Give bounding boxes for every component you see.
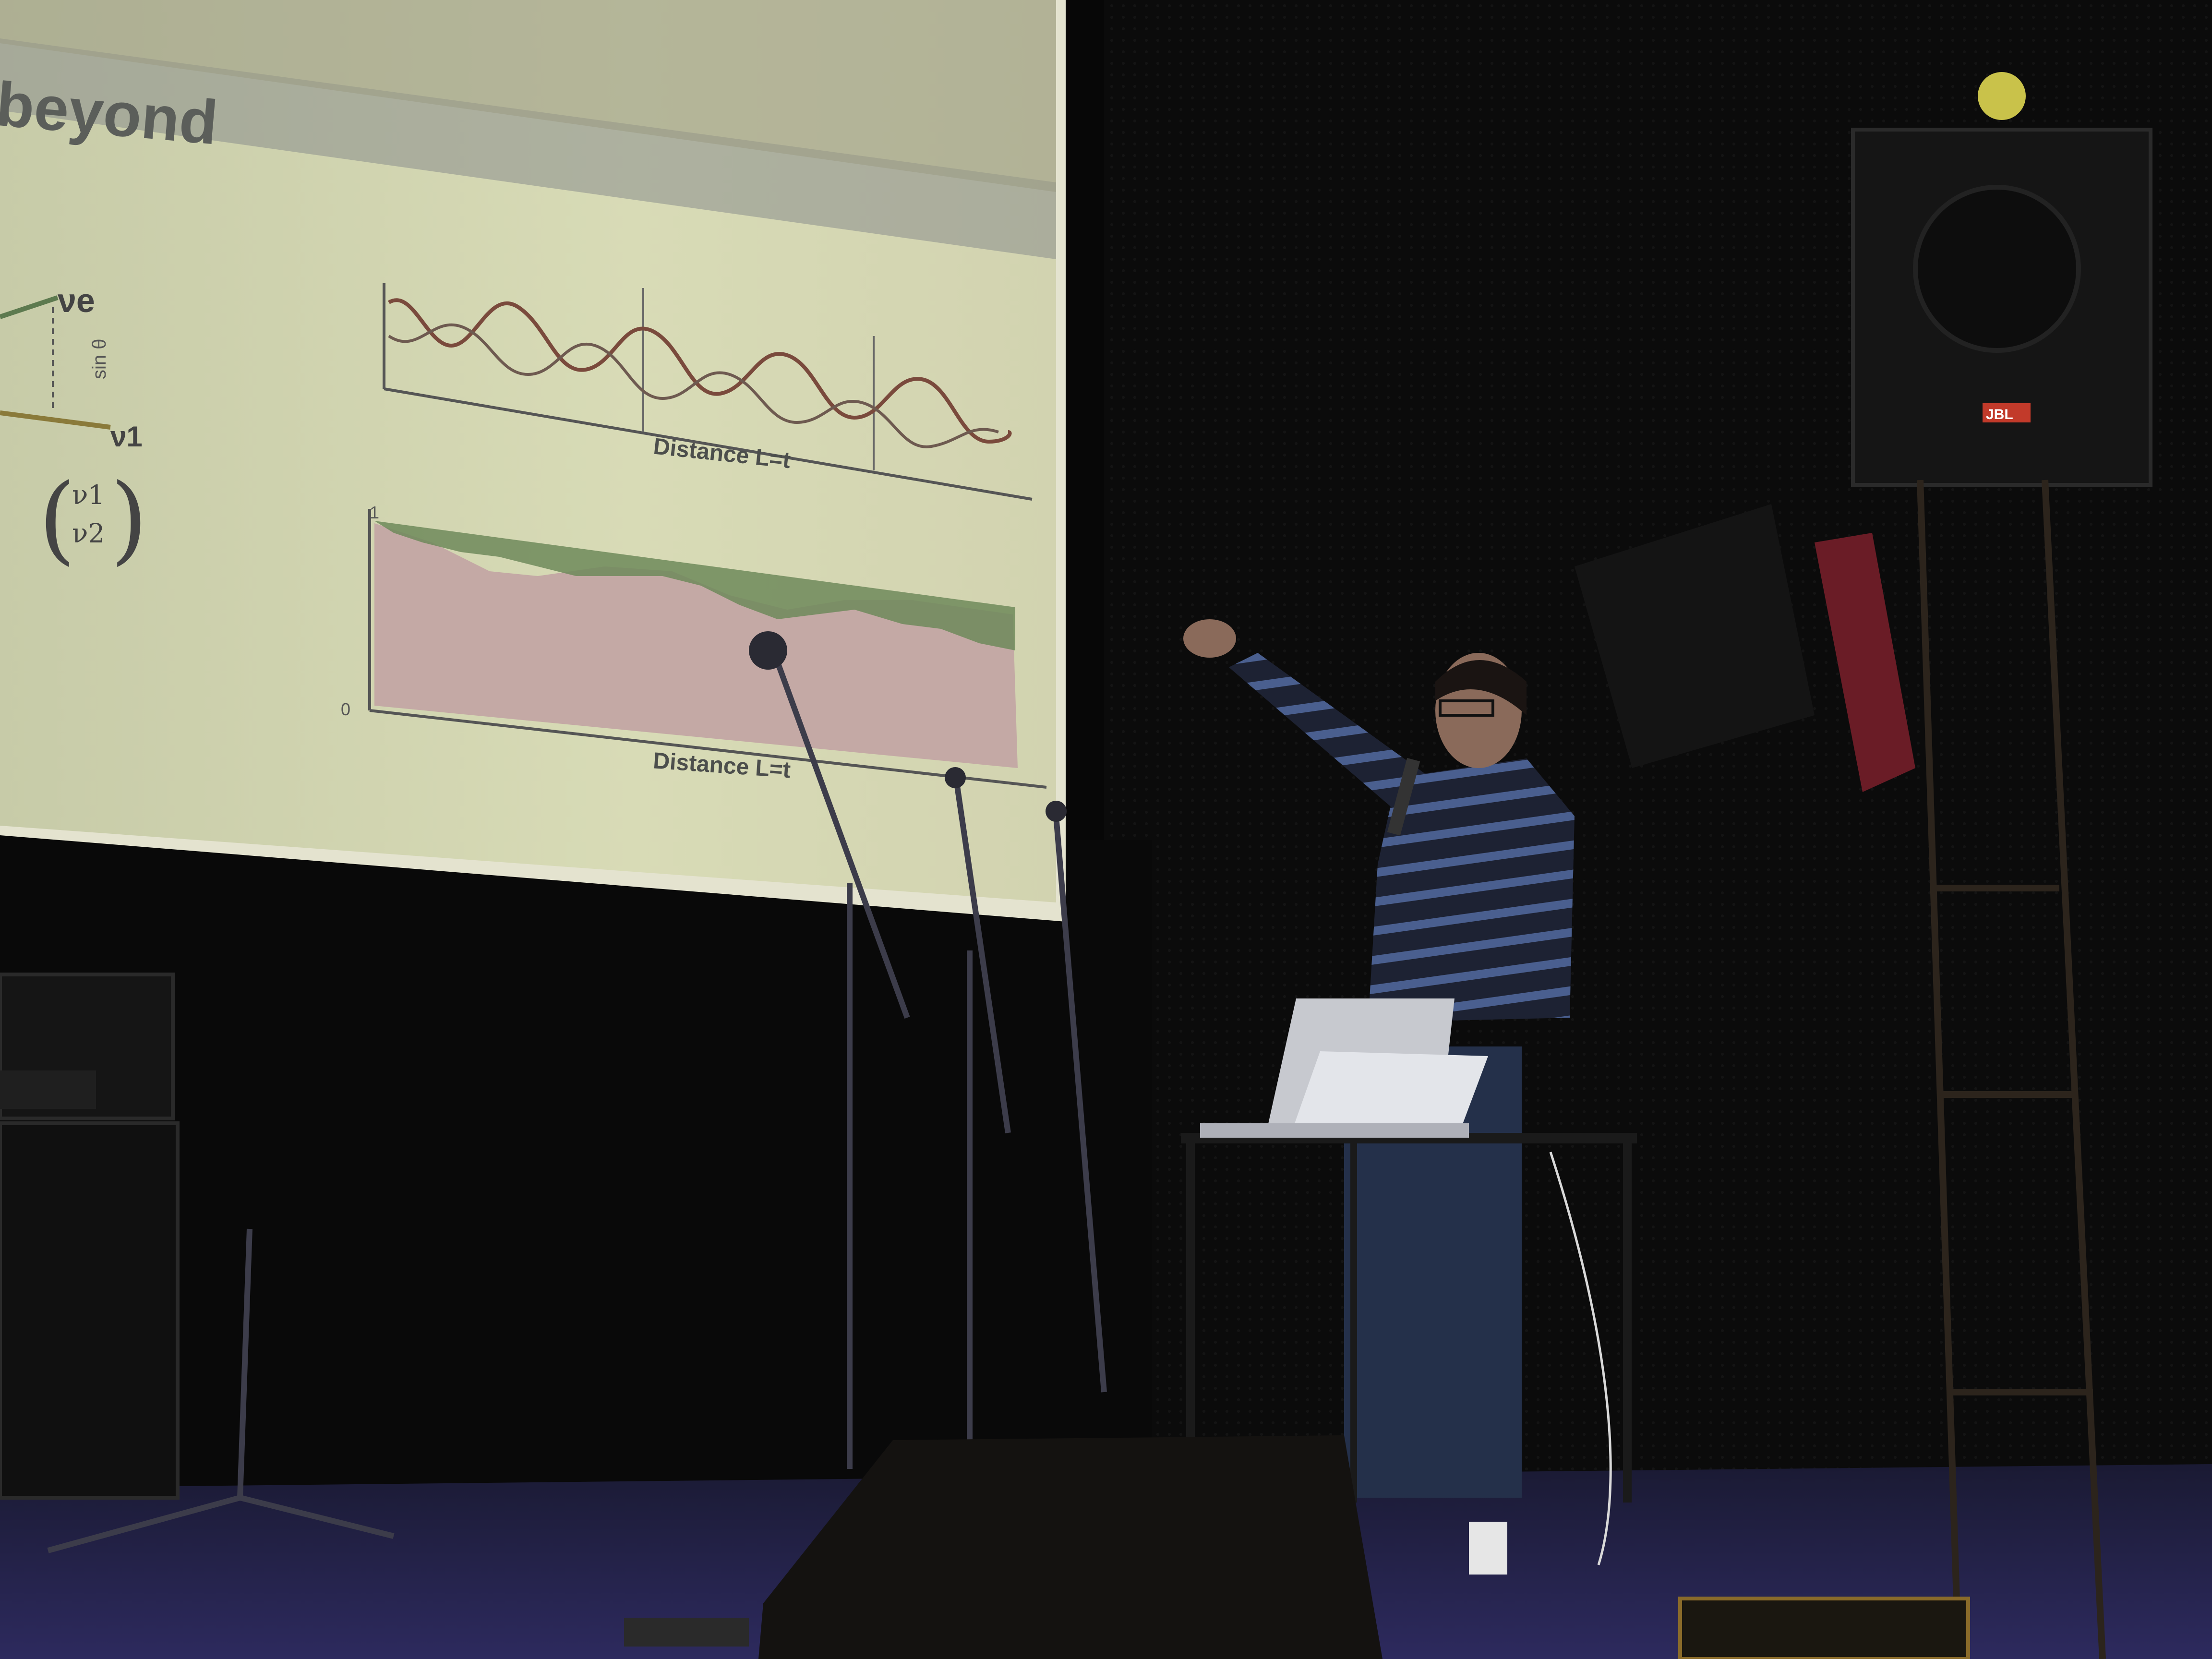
slide-title-band xyxy=(0,38,1056,259)
floor-box xyxy=(1678,1597,1970,1659)
survival-area xyxy=(374,523,1018,768)
wave-a xyxy=(387,298,1012,444)
oscillation-band xyxy=(374,521,1015,650)
microphone-head-2 xyxy=(945,767,966,788)
vector-diagram xyxy=(0,295,111,430)
lower-plot xyxy=(368,509,1047,789)
lighting-truss xyxy=(1917,480,2106,1659)
pedal-board xyxy=(624,1618,749,1647)
matrix-bottom: ν2 xyxy=(72,518,105,549)
nu-e-label: νe xyxy=(58,282,95,319)
guitar-amplifier xyxy=(0,973,180,1500)
axis-zero: 0 xyxy=(341,699,350,719)
presenter-hand xyxy=(1183,619,1236,658)
laptop xyxy=(1200,998,1488,1138)
presenter xyxy=(1183,619,1575,1498)
sin-theta-label: sin θ xyxy=(89,339,110,380)
work-lamp xyxy=(1978,72,2026,120)
power-adapter xyxy=(1469,1522,1507,1575)
matrix-paren: ( xyxy=(38,463,76,575)
mic-stands xyxy=(47,661,1107,1553)
lighting-fixture xyxy=(1815,533,1915,792)
speaker-brand: JBL xyxy=(1986,407,2013,422)
matrix-paren-right: ) xyxy=(110,463,148,575)
nu-1-label: ν1 xyxy=(110,421,143,453)
axis-one: 1 xyxy=(370,503,379,522)
stage-monitor xyxy=(758,1435,1382,1659)
hanging-speaker-left xyxy=(1575,504,1815,768)
power-cable xyxy=(1549,1152,1612,1565)
black-curtain xyxy=(0,840,1152,1488)
presenter-arm xyxy=(1229,653,1431,816)
presenter-torso xyxy=(1368,758,1575,1022)
microphone-head xyxy=(749,631,787,670)
microphone-head-3 xyxy=(1046,801,1067,822)
handheld-microphone xyxy=(1387,757,1420,836)
matrix-top: ν1 xyxy=(72,480,105,510)
wave-b xyxy=(388,323,999,448)
presenter-hair xyxy=(1435,660,1527,715)
upper-plot xyxy=(383,283,1033,501)
presenter-glasses xyxy=(1439,699,1494,717)
hanging-speaker-right xyxy=(1851,128,2152,487)
